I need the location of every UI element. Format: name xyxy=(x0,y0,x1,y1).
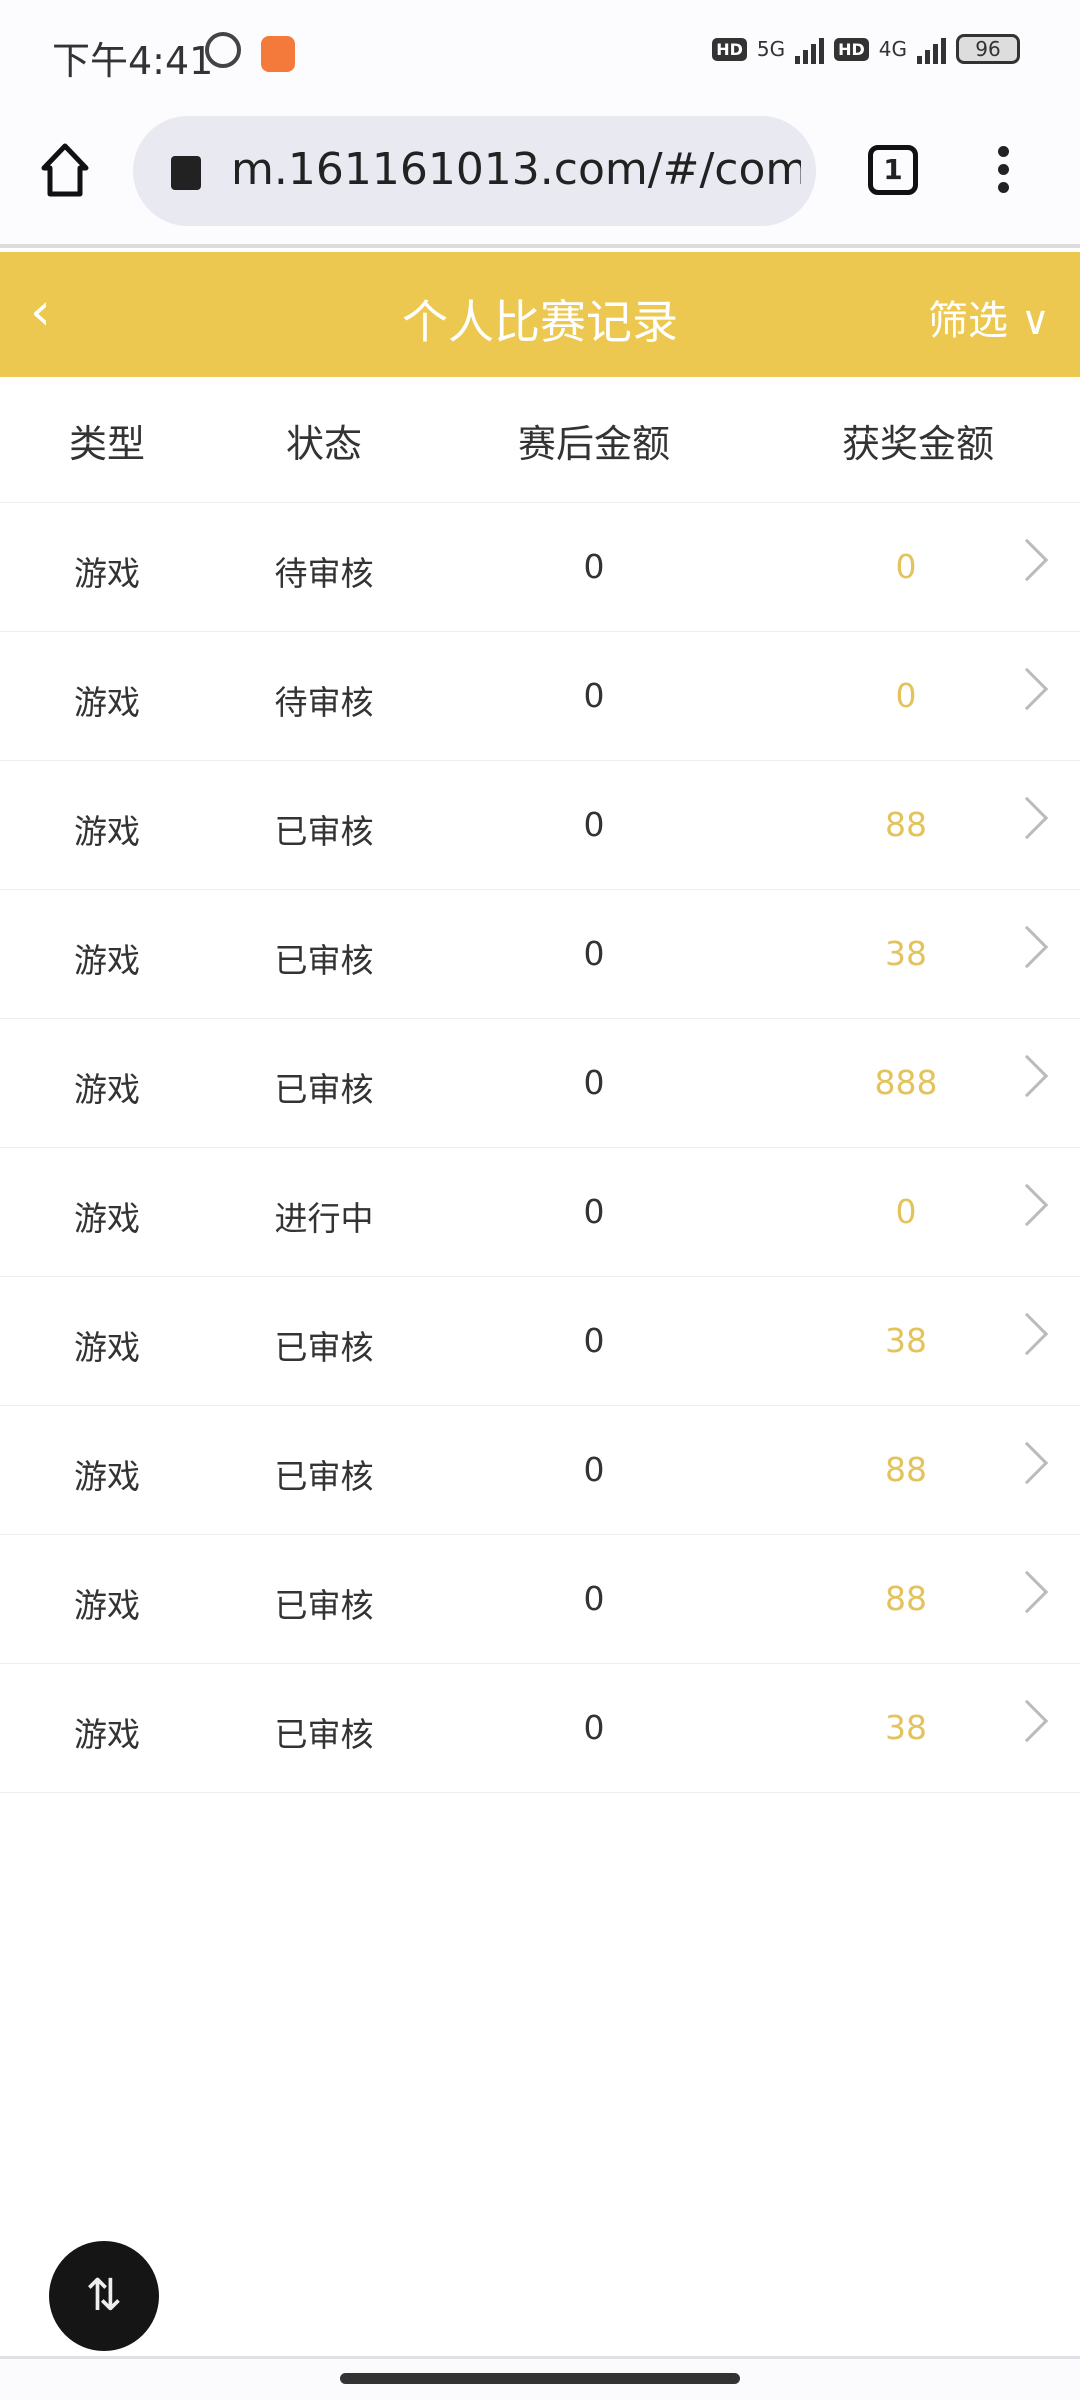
cell-prize-amount: 38 xyxy=(885,934,927,973)
cell-after-amount: 0 xyxy=(583,934,605,973)
chevron-right-icon[interactable] xyxy=(1005,1183,1049,1227)
cell-after-amount: 0 xyxy=(583,1321,605,1360)
more-menu-icon[interactable] xyxy=(992,146,1014,198)
cell-type: 游戏 xyxy=(74,1199,140,1238)
cell-type: 游戏 xyxy=(74,1070,140,1109)
table-row[interactable]: 游戏 已审核 0 88 xyxy=(0,761,1080,890)
table-row[interactable]: 游戏 已审核 0 88 xyxy=(0,1406,1080,1535)
filter-button[interactable]: 筛选 ∨ xyxy=(928,288,1050,346)
filter-label: 筛选 xyxy=(928,298,1008,344)
gesture-handle[interactable] xyxy=(340,2373,740,2384)
table-row[interactable]: 游戏 待审核 0 0 xyxy=(0,632,1080,761)
url-bar[interactable]: m.161161013.com/#/compet xyxy=(133,116,816,226)
cell-status: 已审核 xyxy=(274,1328,374,1367)
lock-icon xyxy=(171,156,201,190)
chevron-right-icon[interactable] xyxy=(1005,1570,1049,1614)
chevron-down-icon: ∨ xyxy=(1020,298,1050,344)
status-bar: 下午4:41 HD 5G HD 4G 96 xyxy=(0,0,1080,100)
table-row[interactable]: 游戏 待审核 0 0 xyxy=(0,503,1080,632)
chevron-right-icon[interactable] xyxy=(1005,1441,1049,1485)
url-text[interactable]: m.161161013.com/#/compet xyxy=(231,144,801,195)
cell-prize-amount: 38 xyxy=(885,1321,927,1360)
table-row[interactable]: 游戏 已审核 0 88 xyxy=(0,1535,1080,1664)
cell-status: 待审核 xyxy=(274,683,374,722)
cell-prize-amount: 88 xyxy=(885,1450,927,1489)
column-type: 类型 xyxy=(68,422,146,466)
column-prize-amount: 获奖金额 xyxy=(841,422,995,466)
cell-prize-amount: 0 xyxy=(895,547,917,586)
table-row[interactable]: 游戏 已审核 0 38 xyxy=(0,1277,1080,1406)
chevron-right-icon[interactable] xyxy=(1005,1054,1049,1098)
cell-status: 已审核 xyxy=(274,1457,374,1496)
chevron-right-icon[interactable] xyxy=(1005,538,1049,582)
page-title: 个人比赛记录 xyxy=(402,295,678,349)
cell-after-amount: 0 xyxy=(583,1063,605,1102)
cell-status: 已审核 xyxy=(274,1070,374,1109)
page-header: ‹ 个人比赛记录 筛选 ∨ xyxy=(0,252,1080,377)
cell-type: 游戏 xyxy=(74,941,140,980)
home-icon[interactable] xyxy=(40,140,90,200)
hd-icon: HD xyxy=(834,37,869,61)
column-after-amount: 赛后金额 xyxy=(517,422,671,466)
cell-status: 已审核 xyxy=(274,1715,374,1754)
table-row[interactable]: 游戏 已审核 0 888 xyxy=(0,1019,1080,1148)
cell-after-amount: 0 xyxy=(583,1192,605,1231)
hd-icon: HD xyxy=(712,37,747,61)
cell-prize-amount: 38 xyxy=(885,1708,927,1747)
table-header: 类型 状态 赛后金额 获奖金额 xyxy=(0,377,1080,503)
cell-after-amount: 0 xyxy=(583,676,605,715)
navigation-bar xyxy=(0,2356,1080,2400)
signal-icon xyxy=(917,34,946,64)
chevron-left-icon[interactable]: ‹ xyxy=(30,282,51,342)
rotate-screen-button[interactable]: ⇅ xyxy=(49,2241,159,2351)
cell-status: 已审核 xyxy=(274,941,374,980)
cell-after-amount: 0 xyxy=(583,1708,605,1747)
cell-type: 游戏 xyxy=(74,812,140,851)
alarm-icon xyxy=(205,32,241,68)
cell-prize-amount: 0 xyxy=(895,1192,917,1231)
cell-prize-amount: 888 xyxy=(874,1063,938,1102)
chevron-right-icon[interactable] xyxy=(1005,796,1049,840)
column-status: 状态 xyxy=(285,422,363,466)
cell-prize-amount: 88 xyxy=(885,805,927,844)
cell-type: 游戏 xyxy=(74,554,140,593)
signal-icon xyxy=(795,34,825,64)
table-row[interactable]: 游戏 进行中 0 0 xyxy=(0,1148,1080,1277)
mi-store-icon xyxy=(261,36,295,72)
chevron-right-icon[interactable] xyxy=(1005,1312,1049,1356)
cell-status: 进行中 xyxy=(274,1199,374,1238)
cell-type: 游戏 xyxy=(74,1457,140,1496)
cell-status: 待审核 xyxy=(274,554,374,593)
chevron-right-icon[interactable] xyxy=(1005,1699,1049,1743)
cell-status: 已审核 xyxy=(274,1586,374,1625)
cell-after-amount: 0 xyxy=(583,547,605,586)
cell-prize-amount: 0 xyxy=(895,676,917,715)
cell-type: 游戏 xyxy=(74,1715,140,1754)
battery-icon: 96 xyxy=(956,34,1020,64)
network-4g: 4G xyxy=(878,37,907,61)
cell-after-amount: 0 xyxy=(583,1450,605,1489)
network-5g: 5G xyxy=(756,37,786,61)
cell-after-amount: 0 xyxy=(583,805,605,844)
tab-switcher-button[interactable]: 1 xyxy=(868,145,918,195)
chevron-right-icon[interactable] xyxy=(1005,925,1049,969)
cell-type: 游戏 xyxy=(74,683,140,722)
browser-toolbar: m.161161013.com/#/compet 1 xyxy=(0,100,1080,248)
cell-status: 已审核 xyxy=(274,812,374,851)
status-time: 下午4:41 xyxy=(52,39,214,83)
cell-prize-amount: 88 xyxy=(885,1579,927,1618)
rotate-screen-icon: ⇅ xyxy=(85,2270,123,2321)
cell-type: 游戏 xyxy=(74,1328,140,1367)
table-row[interactable]: 游戏 已审核 0 38 xyxy=(0,890,1080,1019)
chevron-right-icon[interactable] xyxy=(1005,667,1049,711)
cell-type: 游戏 xyxy=(74,1586,140,1625)
cell-after-amount: 0 xyxy=(583,1579,605,1618)
table-row[interactable]: 游戏 已审核 0 38 xyxy=(0,1664,1080,1793)
